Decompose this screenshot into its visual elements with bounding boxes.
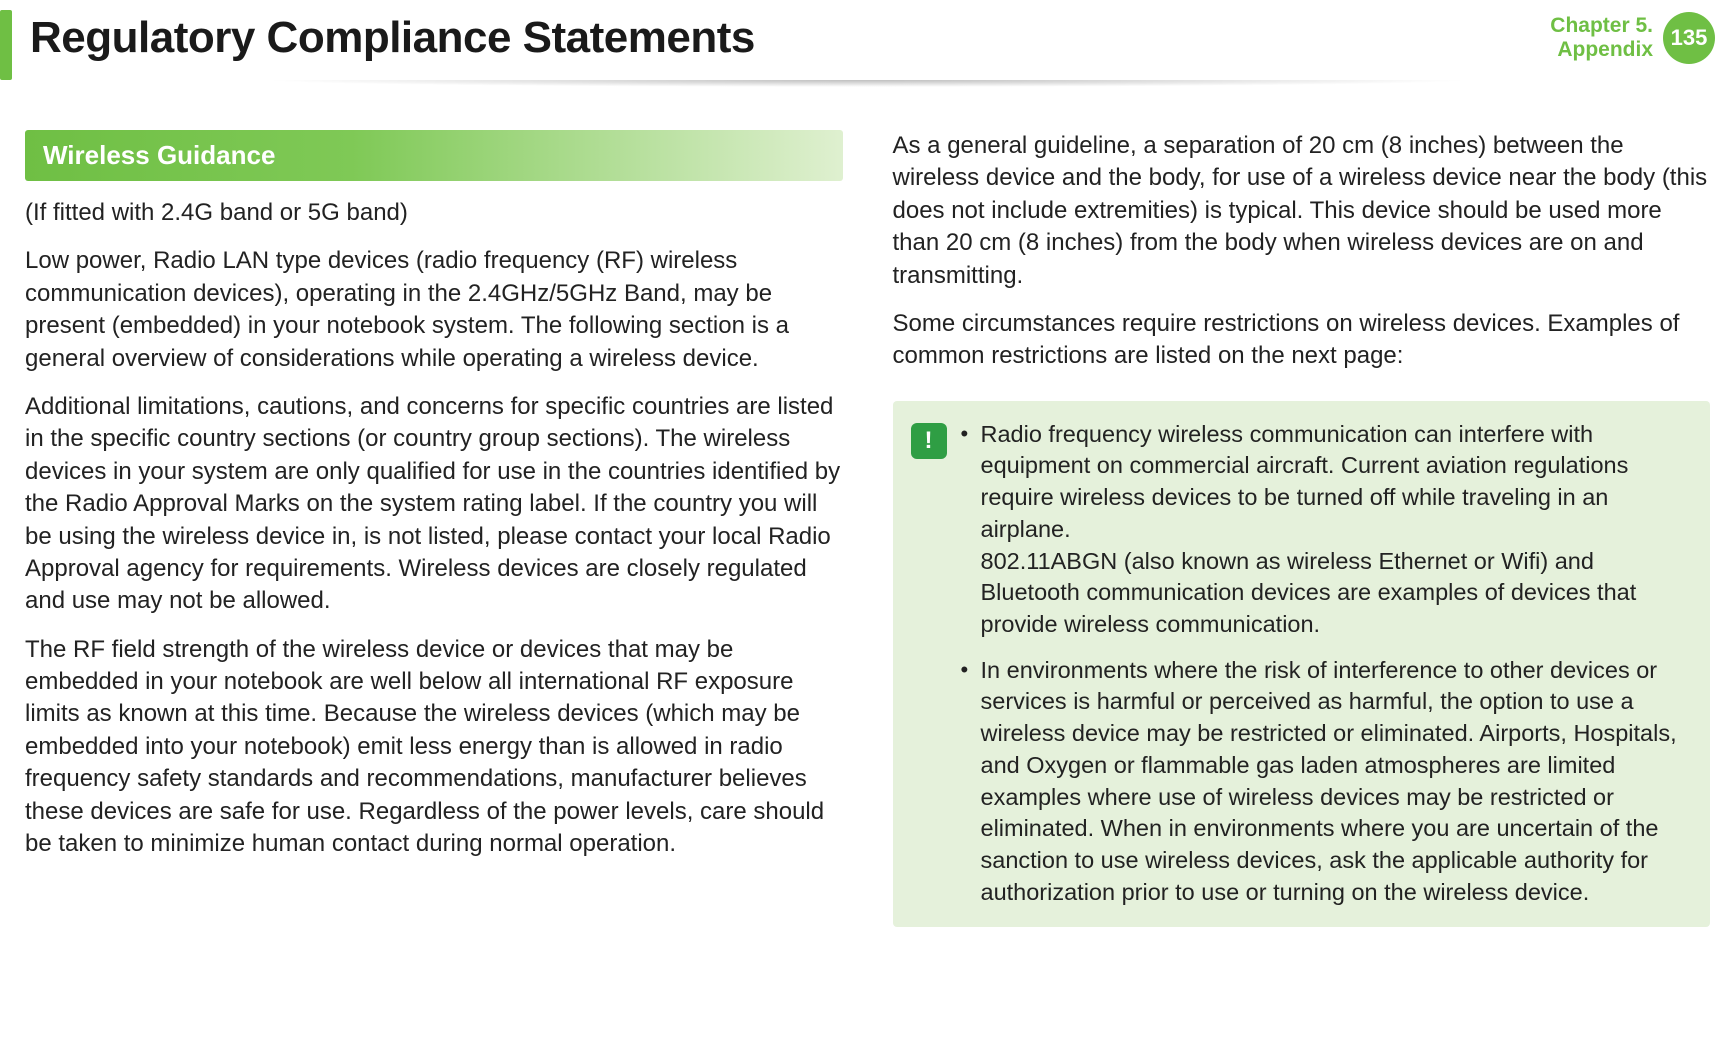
right-para-1: As a general guideline, a separation of … [893,130,1711,292]
left-para-2: Additional limitations, cautions, and co… [25,391,843,618]
page-number-badge: 135 [1663,12,1715,64]
page: Regulatory Compliance Statements Chapter… [0,0,1735,927]
body-columns: Wireless Guidance (If fitted with 2.4G b… [0,130,1735,927]
section-heading: Wireless Guidance [25,130,843,181]
accent-bar [0,10,12,80]
header-right: Chapter 5. Appendix 135 [1550,10,1715,64]
callout-list: Radio frequency wireless communication c… [959,419,1689,909]
page-number: 135 [1671,25,1708,51]
exclamation-icon: ! [911,423,947,459]
section-subnote: (If fitted with 2.4G band or 5G band) [25,197,843,229]
page-header: Regulatory Compliance Statements Chapter… [0,0,1735,80]
header-shadow [10,80,1725,100]
exclamation-glyph: ! [925,427,933,455]
page-title: Regulatory Compliance Statements [30,10,755,62]
chapter-label: Chapter 5. Appendix [1550,14,1653,62]
left-para-1: Low power, Radio LAN type devices (radio… [25,245,843,375]
header-left: Regulatory Compliance Statements [0,10,755,80]
callout-item-1: Radio frequency wireless communication c… [959,419,1689,641]
warning-callout: ! Radio frequency wireless communication… [893,401,1711,927]
left-column: Wireless Guidance (If fitted with 2.4G b… [25,130,843,927]
left-para-3: The RF field strength of the wireless de… [25,634,843,861]
right-column: As a general guideline, a separation of … [893,130,1711,927]
right-para-2: Some circumstances require restrictions … [893,308,1711,373]
chapter-line-1: Chapter 5. [1550,14,1653,38]
callout-item-2: In environments where the risk of interf… [959,655,1689,909]
chapter-line-2: Appendix [1550,38,1653,62]
